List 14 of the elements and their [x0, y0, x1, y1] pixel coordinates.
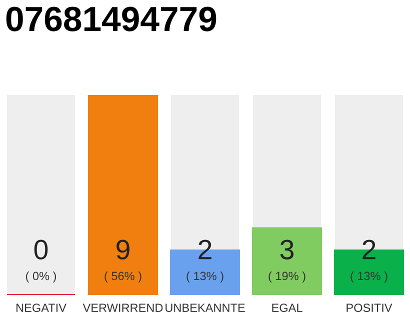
annotation: ( 13% )	[350, 271, 388, 282]
x-tick-label: VERWIRREND	[82, 304, 163, 312]
x-tick-label: NEGATIV	[16, 304, 66, 312]
chart-title: 07681494779	[6, 6, 216, 32]
annotation: ( 56% )	[104, 271, 142, 282]
data-label: 9	[116, 240, 130, 260]
x-tick-label: EGAL	[272, 304, 302, 312]
data-label: 3	[280, 240, 294, 260]
data-label: 0	[34, 240, 48, 260]
x-tick-label: POSITIV	[346, 304, 392, 312]
annotation: ( 13% )	[186, 271, 224, 282]
annotation: ( 0% )	[26, 271, 56, 282]
x-tick-label: UNBEKANNTE	[166, 304, 245, 312]
annotation: ( 19% )	[268, 271, 306, 282]
